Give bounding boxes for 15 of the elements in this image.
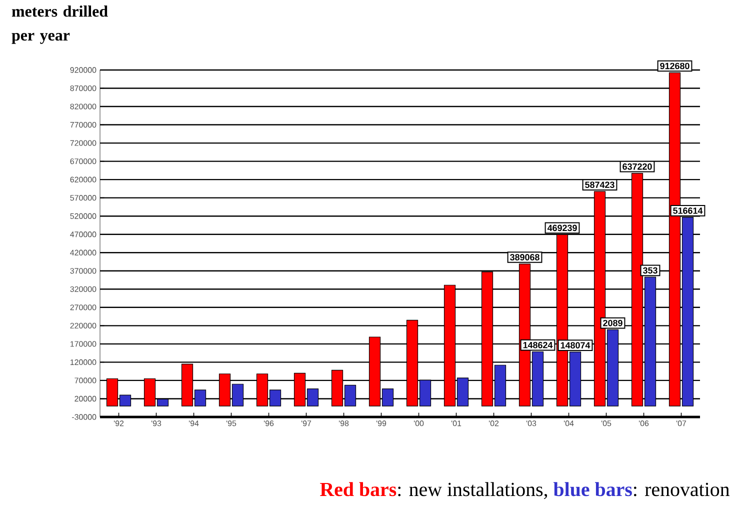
data-label: 389068 [510, 254, 540, 260]
y-axis-title: meters drilled per year [12, 6, 108, 44]
data-label: 148624 [523, 342, 553, 348]
data-label: 912680 [660, 62, 690, 70]
text: Red bars [320, 482, 396, 496]
text: : renovation [634, 482, 730, 496]
data-label: 587423 [585, 182, 614, 188]
annotation: 2089 [603, 320, 622, 326]
data-label: 637220 [622, 163, 652, 170]
annotation: 353 [642, 267, 658, 274]
data-label: 469239 [547, 224, 577, 232]
data-label: 516614 [673, 207, 703, 214]
text: blue bars [553, 482, 632, 496]
text: : new installations, [398, 482, 548, 500]
data-label: 148074 [560, 342, 590, 348]
